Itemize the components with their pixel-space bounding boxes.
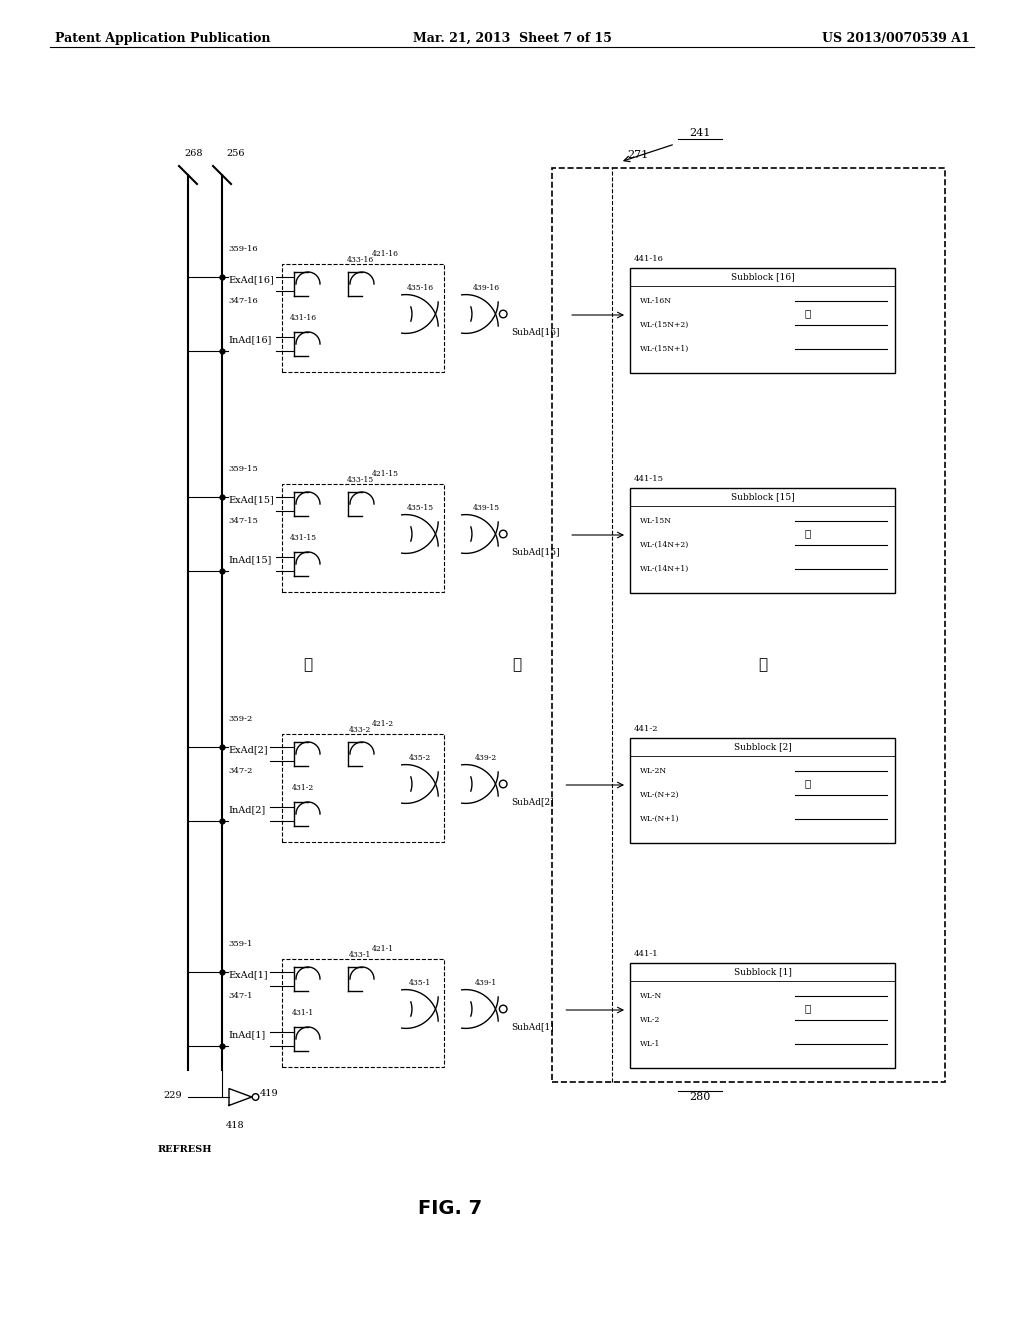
- Text: 229: 229: [164, 1090, 182, 1100]
- Text: ⋮: ⋮: [805, 1005, 811, 1012]
- Text: SubAd[1]: SubAd[1]: [511, 1023, 554, 1031]
- Text: 280: 280: [689, 1092, 711, 1102]
- Text: 439-16: 439-16: [472, 284, 500, 292]
- Text: ⋮: ⋮: [758, 657, 767, 672]
- Text: 441-16: 441-16: [634, 255, 664, 263]
- Text: 439-15: 439-15: [472, 504, 500, 512]
- Text: 433-2: 433-2: [349, 726, 371, 734]
- Text: WL-(14N+1): WL-(14N+1): [640, 565, 689, 573]
- Bar: [630, 488, 895, 593]
- Text: 421-15: 421-15: [372, 470, 399, 478]
- Text: Mar. 21, 2013  Sheet 7 of 15: Mar. 21, 2013 Sheet 7 of 15: [413, 32, 611, 45]
- Text: 435-16: 435-16: [407, 284, 433, 292]
- Text: 433-15: 433-15: [346, 477, 374, 484]
- Text: 359-1: 359-1: [228, 940, 252, 948]
- Text: ⋮: ⋮: [512, 657, 521, 672]
- Text: ExAd[15]: ExAd[15]: [228, 495, 273, 504]
- Text: Subblock [15]: Subblock [15]: [731, 492, 795, 502]
- Text: 256: 256: [226, 149, 245, 158]
- Text: 271: 271: [627, 150, 648, 160]
- Text: 441-1: 441-1: [634, 950, 658, 958]
- Text: 431-2: 431-2: [292, 784, 314, 792]
- Text: InAd[16]: InAd[16]: [228, 335, 271, 345]
- Text: WL-(15N+2): WL-(15N+2): [640, 321, 689, 329]
- Text: 431-16: 431-16: [290, 314, 316, 322]
- Text: WL-(15N+1): WL-(15N+1): [640, 345, 689, 352]
- Text: ExAd[16]: ExAd[16]: [228, 276, 273, 285]
- Text: 347-16: 347-16: [228, 297, 258, 305]
- Text: 347-15: 347-15: [228, 517, 258, 525]
- Text: 347-2: 347-2: [228, 767, 252, 775]
- Text: Subblock [2]: Subblock [2]: [733, 742, 792, 751]
- Circle shape: [500, 780, 507, 788]
- Text: WL-2N: WL-2N: [640, 767, 667, 775]
- Text: SubAd[15]: SubAd[15]: [511, 548, 560, 557]
- Text: 433-1: 433-1: [349, 950, 371, 960]
- Text: FIG. 7: FIG. 7: [418, 1199, 482, 1217]
- Text: 359-2: 359-2: [228, 715, 252, 723]
- Text: 359-16: 359-16: [228, 246, 258, 253]
- Bar: [282, 734, 444, 842]
- Text: WL-2: WL-2: [640, 1016, 660, 1024]
- Text: WL-15N: WL-15N: [640, 517, 672, 525]
- Text: 435-15: 435-15: [407, 504, 433, 512]
- Text: WL-(N+1): WL-(N+1): [640, 814, 680, 822]
- Text: WL-(N+2): WL-(N+2): [640, 791, 680, 799]
- Text: 421-1: 421-1: [372, 945, 394, 953]
- Text: 435-1: 435-1: [409, 979, 431, 987]
- Text: ⋮: ⋮: [303, 657, 312, 672]
- Text: 359-15: 359-15: [228, 465, 258, 473]
- Text: 431-1: 431-1: [292, 1008, 314, 1016]
- Text: US 2013/0070539 A1: US 2013/0070539 A1: [822, 32, 970, 45]
- Text: WL-N: WL-N: [640, 993, 663, 1001]
- Text: ExAd[1]: ExAd[1]: [228, 970, 267, 979]
- Circle shape: [500, 1006, 507, 1012]
- Text: 441-15: 441-15: [634, 475, 664, 483]
- Text: SubAd[16]: SubAd[16]: [511, 327, 559, 337]
- Text: WL-(14N+2): WL-(14N+2): [640, 541, 689, 549]
- Text: 439-1: 439-1: [475, 979, 497, 987]
- Text: WL-16N: WL-16N: [640, 297, 672, 305]
- Text: InAd[1]: InAd[1]: [228, 1031, 265, 1040]
- Text: 431-15: 431-15: [290, 535, 316, 543]
- Text: Subblock [16]: Subblock [16]: [731, 272, 795, 281]
- Text: Patent Application Publication: Patent Application Publication: [55, 32, 270, 45]
- Bar: [282, 484, 444, 591]
- Bar: [282, 960, 444, 1067]
- Text: 268: 268: [184, 149, 203, 158]
- Text: 433-16: 433-16: [346, 256, 374, 264]
- Bar: [630, 738, 895, 843]
- Text: 421-16: 421-16: [372, 249, 399, 257]
- Text: 419: 419: [260, 1089, 279, 1097]
- Bar: [552, 168, 945, 1082]
- Text: ExAd[2]: ExAd[2]: [228, 746, 267, 755]
- Text: ⋮: ⋮: [805, 779, 811, 788]
- Circle shape: [252, 1094, 259, 1101]
- Text: 441-2: 441-2: [634, 725, 658, 733]
- Text: ⋮: ⋮: [805, 309, 811, 318]
- Circle shape: [500, 310, 507, 318]
- Text: REFRESH: REFRESH: [158, 1144, 213, 1154]
- Bar: [630, 268, 895, 374]
- Text: 418: 418: [226, 1121, 245, 1130]
- Text: SubAd[2]: SubAd[2]: [511, 797, 554, 807]
- Bar: [630, 964, 895, 1068]
- Circle shape: [500, 531, 507, 537]
- Text: 421-2: 421-2: [372, 719, 394, 729]
- Text: ⋮: ⋮: [805, 529, 811, 539]
- Text: Subblock [1]: Subblock [1]: [733, 968, 792, 975]
- Text: InAd[2]: InAd[2]: [228, 805, 265, 814]
- Text: InAd[15]: InAd[15]: [228, 556, 271, 565]
- Text: 435-2: 435-2: [409, 754, 431, 762]
- Bar: [282, 264, 444, 372]
- Text: 241: 241: [689, 128, 711, 139]
- Text: 347-1: 347-1: [228, 993, 253, 1001]
- Text: 439-2: 439-2: [475, 754, 497, 762]
- Text: WL-1: WL-1: [640, 1040, 660, 1048]
